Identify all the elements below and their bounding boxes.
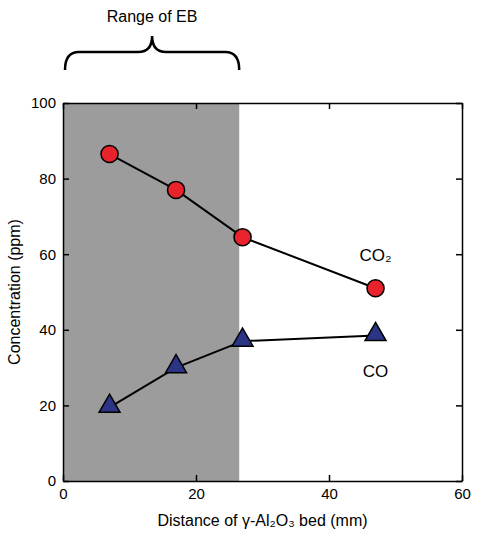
tick: [196, 103, 197, 109]
shaded-range: [63, 103, 239, 481]
tick: 40: [39, 321, 69, 338]
plot-area: [63, 103, 386, 481]
tick-label: 20: [188, 485, 205, 502]
tick-mark: [329, 103, 331, 109]
tick-mark: [456, 405, 462, 407]
tick-mark: [456, 330, 462, 332]
tick: [456, 481, 462, 482]
chart-svg: 0 20 40 60 0 20 40 60 80 100 Distance of γ-Al₂O₃ b…: [0, 0, 480, 540]
tick-label: 60: [454, 485, 471, 502]
y-axis: 0 20 40 60 80 100: [31, 94, 69, 489]
tick-label: 60: [39, 246, 56, 263]
tick: [456, 330, 462, 331]
tick: 0: [48, 472, 69, 489]
tick-mark: [63, 103, 69, 105]
y-axis-title: Concentration (ppm): [6, 219, 23, 365]
tick: 20: [39, 397, 69, 414]
axis-line: [63, 104, 65, 482]
tick-mark: [63, 178, 69, 180]
axis-line: [462, 104, 464, 482]
tick: 60: [39, 246, 69, 263]
x-axis: 0 20 40 60: [59, 475, 471, 502]
series-label: CO₂: [359, 246, 391, 265]
marker: [166, 355, 187, 373]
tick-mark: [63, 481, 69, 483]
series-line: [110, 154, 376, 288]
marker: [99, 394, 120, 412]
tick-mark: [63, 254, 69, 256]
x-axis-top: [64, 103, 463, 109]
tick-label: 0: [48, 472, 56, 489]
axis-line: [64, 103, 463, 105]
marker: [365, 322, 386, 340]
tick-label: 80: [39, 170, 56, 187]
tick-mark: [456, 103, 462, 105]
annotation: Range of EB: [107, 8, 198, 25]
tick: 40: [321, 475, 338, 502]
tick-mark: [456, 254, 462, 256]
tick-label: 40: [321, 485, 338, 502]
tick: [456, 103, 462, 104]
tick-mark: [63, 330, 69, 332]
marker: [167, 181, 184, 198]
tick: 80: [39, 170, 69, 187]
marker: [101, 145, 118, 162]
tick-mark: [196, 103, 198, 109]
tick: [456, 405, 462, 406]
marker: [234, 229, 251, 246]
x-axis-title: Distance of γ-Al₂O₃ bed (mm): [157, 512, 367, 529]
tick-label: 100: [31, 94, 56, 111]
tick: 20: [188, 475, 205, 502]
series-label: CO: [363, 362, 389, 381]
tick-label: 0: [59, 485, 67, 502]
y-axis-right: [456, 104, 463, 482]
brace: [65, 36, 239, 70]
tick-label: 20: [39, 397, 56, 414]
tick: [456, 179, 462, 180]
tick-mark: [456, 178, 462, 180]
marker: [232, 328, 253, 346]
axis-line: [64, 481, 463, 483]
tick-label: 40: [39, 321, 56, 338]
tick-mark: [456, 481, 462, 483]
tick: [329, 103, 330, 109]
tick-mark: [329, 475, 331, 481]
tick: [456, 254, 462, 255]
tick-mark: [196, 475, 198, 481]
tick: 100: [31, 94, 69, 111]
marker: [367, 280, 384, 297]
tick-mark: [63, 405, 69, 407]
